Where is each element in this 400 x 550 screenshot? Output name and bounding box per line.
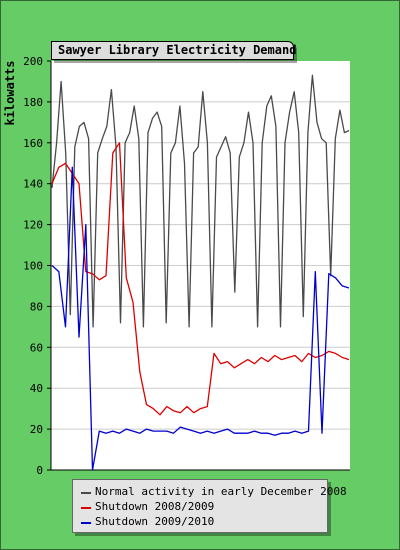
y-tick-label: 60 [30, 341, 43, 354]
legend-label: Normal activity in early December 2008 [95, 485, 347, 498]
series-lines [51, 74, 350, 471]
series-line-1 [51, 142, 350, 416]
series-line-0 [51, 74, 350, 328]
y-tick-label: 100 [23, 260, 43, 273]
legend-label: Shutdown 2009/2010 [95, 515, 215, 528]
chart-title: Sawyer Library Electricity Demand [58, 43, 297, 57]
y-tick-label: 120 [23, 219, 43, 232]
gridlines [51, 101, 350, 430]
y-tick-label: 180 [23, 96, 43, 109]
legend-swatch [81, 492, 91, 494]
y-tick-label: 0 [36, 464, 43, 477]
series-line-2 [51, 166, 350, 471]
legend: Normal activity in early December 2008 S… [72, 479, 347, 533]
y-tick-label: 80 [30, 300, 43, 313]
legend-label: Shutdown 2008/2009 [95, 500, 215, 513]
y-tick-label: 40 [30, 382, 43, 395]
axes: 0 20 40 60 80 100 120 140 160 180 200 [23, 55, 350, 477]
legend-swatch [81, 522, 91, 524]
y-tick-label: 200 [23, 55, 43, 68]
y-axis-label: kilowatts [3, 60, 17, 125]
y-tick-label: 160 [23, 137, 43, 150]
y-tick-label: 140 [23, 178, 43, 191]
legend-swatch [81, 507, 91, 509]
chart-title-box: Sawyer Library Electricity Demand [51, 41, 297, 60]
y-tick-label: 20 [30, 423, 43, 436]
